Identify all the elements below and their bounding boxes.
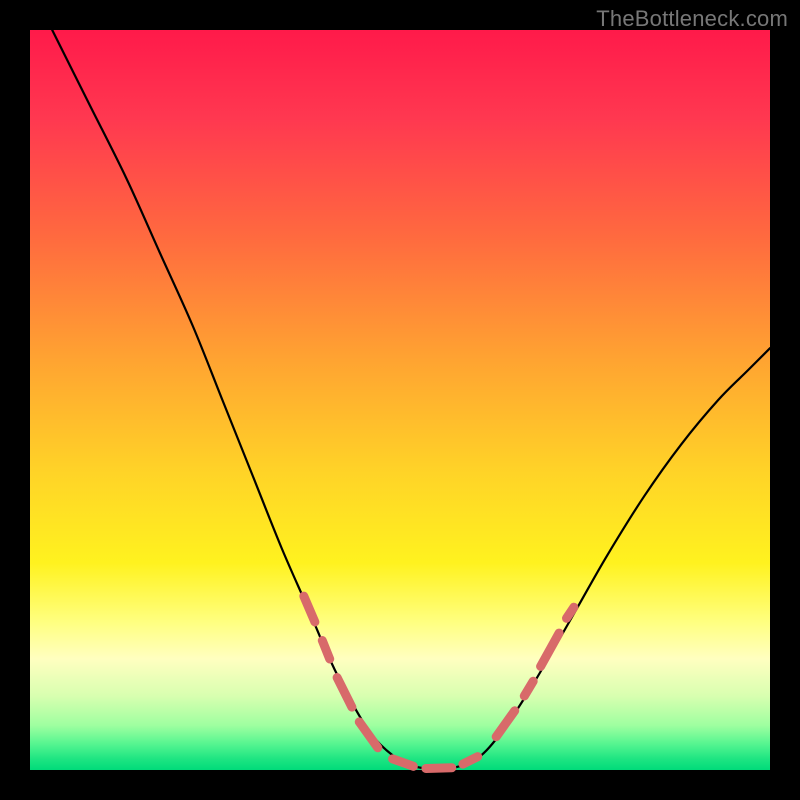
watermark-text: TheBottleneck.com — [596, 6, 788, 32]
bottleneck-chart — [0, 0, 800, 800]
highlight-dash — [567, 607, 574, 618]
highlight-dash — [426, 768, 452, 769]
chart-frame: TheBottleneck.com — [0, 0, 800, 800]
plot-gradient-background — [30, 30, 770, 770]
